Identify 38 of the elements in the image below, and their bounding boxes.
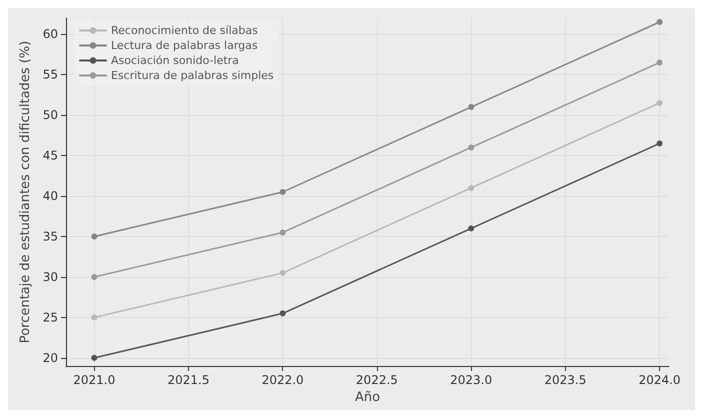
y-tick-label: 35 [42,230,58,244]
point [91,234,98,240]
point [468,104,474,110]
y-tick-label: 50 [42,108,58,122]
point [280,189,286,195]
x-tick-label: 2021.5 [167,373,210,387]
x-axis-title: Año [354,390,380,405]
point [468,225,474,232]
point [468,144,474,150]
y-axis-title: Porcentaje de estudiantes con dificultades (%) [18,40,33,344]
x-tick-label: 2024.0 [638,373,681,387]
x-tick-label: 2021.0 [73,373,116,387]
point [91,314,98,320]
y-tick-label: 60 [42,27,58,42]
legend-label: Asociación sonido-letra [111,54,239,67]
point [656,100,663,106]
y-tick-label: 30 [42,270,58,284]
point [280,310,286,316]
legend-label: Lectura de palabras largas [111,39,258,52]
point [91,354,98,361]
point [91,274,98,280]
x-tick-label: 2023.5 [544,373,586,387]
y-tick-label: 55 [42,68,58,82]
y-tick-label: 45 [42,148,58,163]
legend-label: Escritura de palabras simples [111,69,274,82]
y-tick-label: 20 [42,350,58,365]
point [468,184,474,191]
y-tick-label: 40 [42,189,58,204]
y-tick-label: 25 [42,310,58,324]
x-tick-label: 2022.5 [356,373,398,387]
x-tick-label: 2022.0 [262,373,304,387]
point [280,229,286,236]
point [656,140,663,146]
point [656,19,663,26]
x-tick-label: 2023.0 [450,373,492,387]
point [280,270,286,276]
legend-label: Reconocimiento de sílabas [111,24,258,37]
point [656,60,663,66]
